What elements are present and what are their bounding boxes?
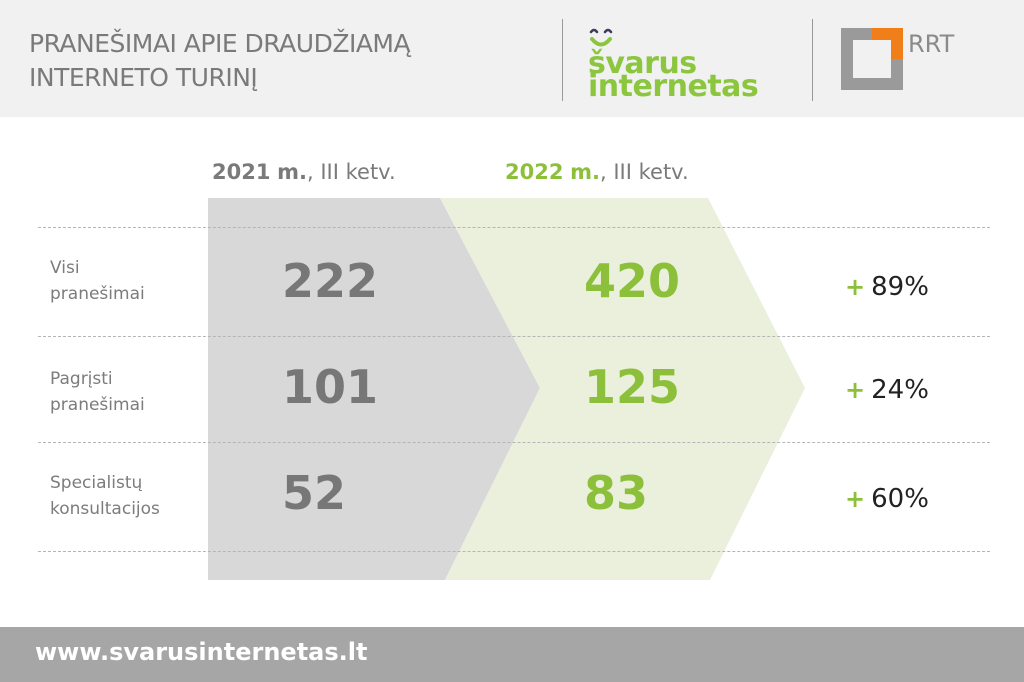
plus-icon: + (845, 273, 866, 301)
value-2022: 83 (584, 466, 649, 520)
year-suffix: m. (277, 160, 307, 184)
change-percent: +60% (845, 484, 929, 514)
plus-icon: + (845, 485, 866, 513)
year-label: 2021 (212, 160, 271, 184)
row-divider (38, 227, 990, 228)
shape-2021 (208, 198, 540, 580)
row-label-line: konsultacijos (50, 499, 160, 519)
svarus-internetas-logo: švarus internetas (588, 26, 778, 106)
change-value: 60% (871, 484, 929, 514)
title-line-2: INTERNETO TURINĮ (29, 63, 258, 92)
year-suffix: m. (570, 160, 600, 184)
row-label-line: Specialistų (50, 473, 143, 493)
plus-icon: + (845, 376, 866, 404)
title-line-1: PRANEŠIMAI APIE DRAUDŽIAMĄ (29, 29, 411, 58)
row-label: Specialistų konsultacijos (50, 470, 160, 522)
header: PRANEŠIMAI APIE DRAUDŽIAMĄ INTERNETO TUR… (0, 0, 1024, 117)
row-divider (38, 551, 990, 552)
rrt-logo-text: RRT (908, 30, 955, 58)
smile-icon (589, 28, 613, 47)
row-label: Pagrįsti pranešimai (50, 366, 145, 418)
value-2021: 222 (282, 254, 379, 308)
value-2022: 125 (584, 360, 681, 414)
header-divider (562, 19, 563, 101)
quarter-label: , III ketv. (307, 160, 396, 184)
footer: www.svarusinternetas.lt (0, 627, 1024, 682)
row-divider (38, 336, 990, 337)
rrt-logo-icon (841, 28, 903, 90)
value-2022: 420 (584, 254, 681, 308)
row-divider (38, 442, 990, 443)
quarter-label: , III ketv. (600, 160, 689, 184)
row-label-line: pranešimai (50, 284, 145, 304)
website-link[interactable]: www.svarusinternetas.lt (35, 638, 368, 666)
year-label: 2022 (505, 160, 564, 184)
change-value: 89% (871, 272, 929, 302)
shape-2022 (440, 198, 805, 580)
change-percent: +24% (845, 375, 929, 405)
change-percent: +89% (845, 272, 929, 302)
row-label: Visi pranešimai (50, 255, 145, 307)
page-title: PRANEŠIMAI APIE DRAUDŽIAMĄ INTERNETO TUR… (29, 27, 411, 95)
logo-line-1: švarus (588, 46, 697, 81)
logo-line-2: internetas (588, 69, 759, 104)
value-2021: 101 (282, 360, 379, 414)
column-header-2022: 2022 m., III ketv. (505, 158, 689, 186)
row-label-line: Visi (50, 258, 80, 278)
column-header-2021: 2021 m., III ketv. (212, 158, 396, 186)
row-label-line: pranešimai (50, 395, 145, 415)
change-value: 24% (871, 375, 929, 405)
value-2021: 52 (282, 466, 347, 520)
row-label-line: Pagrįsti (50, 369, 113, 389)
header-divider (812, 19, 813, 101)
